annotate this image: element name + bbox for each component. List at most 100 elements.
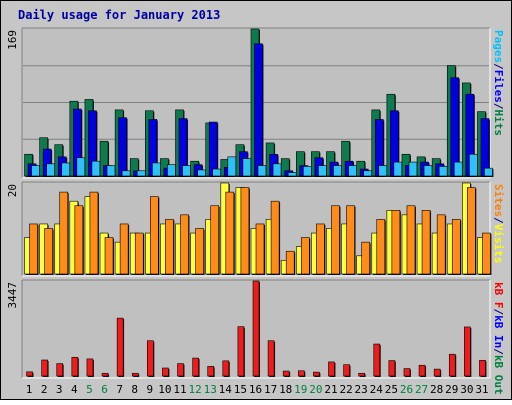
bar-pages-6	[106, 165, 116, 177]
bar-pages-18	[287, 172, 297, 177]
x-tick-label: 31	[475, 383, 488, 396]
bar-kb-f-9	[147, 340, 154, 377]
bar-kb-f-1	[26, 371, 33, 377]
bar-pages-30	[469, 153, 478, 177]
bar-sites-15	[240, 187, 250, 275]
x-tick-label: 29	[445, 383, 458, 396]
panel-axis-label: Pages/Files/Hits	[492, 30, 505, 136]
bar-kb-f-24	[373, 343, 381, 377]
bar-kb-f-17	[267, 340, 275, 377]
bar-pages-22	[348, 165, 357, 177]
bar-sites-22	[346, 205, 355, 275]
axis-label-part: kB F	[492, 282, 505, 309]
bar-pages-17	[272, 163, 282, 177]
bar-kb-f-28	[433, 368, 441, 377]
bar-files-29	[450, 77, 460, 177]
x-tick-label: 20	[309, 383, 322, 396]
bar-kb-f-8	[131, 372, 139, 377]
panel-visits-sites: 20 Sites/Visits	[6, 181, 505, 277]
x-tick-label: 18	[279, 383, 292, 396]
bar-kb-f-22	[343, 364, 350, 377]
panel-hits-files-pages: 169 Pages/Files/Hits	[6, 27, 505, 179]
bar-kb-f-10	[162, 367, 169, 377]
bar-pages-15	[242, 158, 252, 177]
bar-sites-7	[119, 223, 129, 275]
bar-pages-29	[453, 161, 463, 177]
bar-kb-f-12	[192, 357, 199, 377]
bar-kb-f-31	[479, 359, 486, 377]
x-tick-label: 28	[430, 383, 443, 396]
bar-kb-f-15	[237, 326, 245, 377]
bar-kb-f-27	[418, 364, 426, 377]
bar-sites-13	[210, 205, 220, 275]
x-tick-label: 1	[26, 383, 33, 396]
bar-sites-25	[391, 210, 401, 275]
x-tick-label: 8	[131, 383, 138, 396]
bar-sites-9	[150, 196, 159, 275]
x-tick-label: 7	[116, 383, 123, 396]
axis-label-part: Files	[492, 70, 505, 103]
bar-pages-20	[318, 165, 327, 177]
x-tick-label: 11	[173, 383, 186, 396]
bar-pages-16	[257, 165, 267, 177]
bar-kb-f-29	[448, 353, 456, 377]
panel-max-label: 20	[6, 184, 19, 197]
bar-kb-f-5	[86, 358, 94, 377]
bar-kb-f-23	[358, 372, 365, 377]
axis-label-part: kB In	[492, 315, 505, 348]
x-tick-label: 26	[400, 383, 413, 396]
axis-label-part: Visits	[492, 224, 505, 264]
bar-sites-30	[467, 187, 476, 275]
bar-sites-28	[436, 214, 446, 275]
bar-kb-f-16	[252, 280, 260, 377]
bar-files-13	[208, 121, 218, 177]
axis-label-part: /	[492, 103, 505, 110]
axis-label-part: /	[492, 217, 505, 224]
bar-pages-19	[302, 166, 312, 177]
axis-label-part: /	[492, 63, 505, 70]
bar-kb-f-21	[328, 361, 335, 377]
bar-sites-26	[406, 205, 416, 275]
bar-sites-24	[376, 219, 386, 275]
axis-label-part: /	[492, 348, 505, 355]
axis-label-part: Hits	[492, 110, 505, 137]
bar-kb-f-13	[207, 366, 215, 377]
bar-pages-27	[423, 165, 433, 177]
bar-pages-31	[484, 167, 493, 177]
bar-pages-7	[121, 170, 131, 177]
chart-title: Daily usage for January 2013	[18, 8, 220, 22]
bar-kb-f-25	[388, 360, 396, 377]
bar-pages-28	[438, 166, 448, 177]
x-tick-label: 23	[355, 383, 368, 396]
bar-pages-10	[167, 164, 176, 177]
bar-pages-3	[61, 162, 71, 177]
bar-sites-5	[89, 191, 99, 275]
bar-files-16	[254, 43, 263, 177]
bar-kb-f-3	[56, 363, 64, 377]
x-tick-label: 3	[56, 383, 63, 396]
bar-kb-f-30	[464, 326, 471, 377]
bar-kb-f-20	[313, 371, 320, 377]
bar-kb-f-6	[101, 372, 109, 377]
bar-sites-2	[44, 228, 53, 275]
bar-kb-f-26	[403, 368, 411, 377]
bar-sites-11	[180, 214, 189, 275]
x-tick-label: 14	[219, 383, 233, 396]
bar-pages-2	[46, 163, 55, 177]
bar-pages-14	[227, 156, 237, 177]
bar-kb-f-4	[71, 356, 79, 377]
bar-kb-f-19	[297, 370, 305, 377]
bar-sites-27	[421, 210, 431, 275]
axis-label-part: kB Out	[492, 355, 505, 395]
x-tick-label: 10	[158, 383, 171, 396]
bar-sites-6	[104, 237, 114, 275]
axis-label-part: Sites	[492, 184, 505, 217]
bar-sites-8	[134, 232, 144, 275]
bar-sites-3	[59, 191, 69, 275]
bar-pages-5	[91, 160, 101, 177]
bar-pages-21	[333, 165, 342, 177]
panel-axis-label: Sites/Visits	[492, 184, 505, 264]
x-tick-label: 19	[294, 383, 307, 396]
x-tick-label: 5	[86, 383, 93, 396]
